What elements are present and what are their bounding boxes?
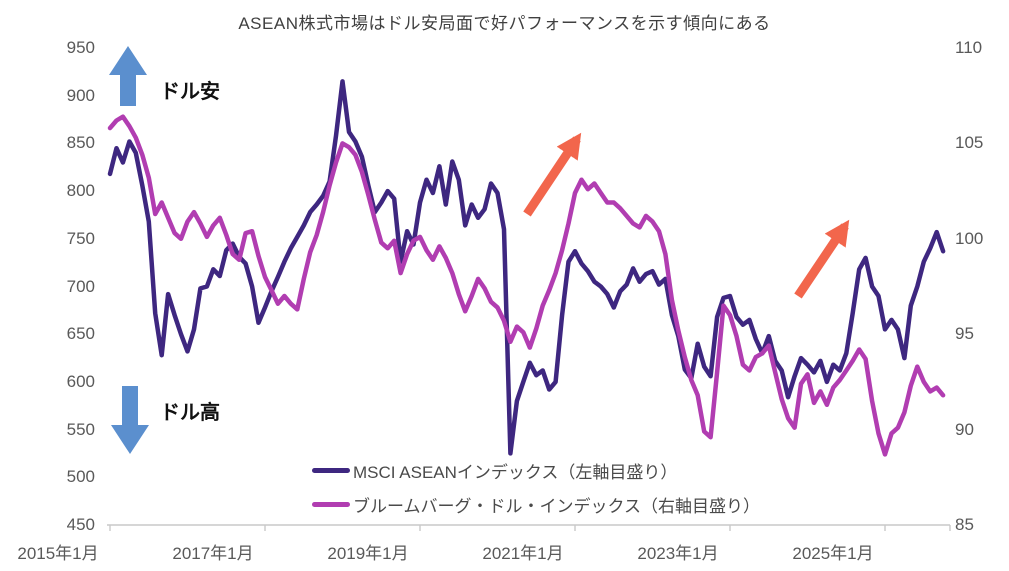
axis-tick-label: 2021年1月 — [482, 544, 564, 563]
line-series-group — [107, 79, 946, 457]
dollar-strong-label: ドル高 — [160, 402, 220, 424]
axis-tick-label: 500 — [66, 467, 95, 487]
axis-tick-label: 850 — [66, 133, 95, 153]
axis-tick-label: 100 — [955, 228, 984, 248]
series-line — [107, 79, 946, 456]
trend-arrow-2025-icon — [794, 219, 850, 299]
axis-tick-label: 2019年1月 — [327, 544, 409, 563]
axis-tick-label: 600 — [66, 371, 95, 391]
axis-tick-label: 900 — [66, 85, 95, 105]
axis-tick-label: 800 — [66, 181, 95, 201]
axis-tick-label: 550 — [66, 419, 95, 439]
dollar-weak-label: ドル安 — [160, 81, 220, 103]
dollar-weak-up-arrow-icon — [109, 46, 147, 106]
axis-tick-label: 2015年1月 — [17, 544, 99, 563]
legend-label-msci: MSCI ASEANインデックス（左軸目盛り） — [353, 462, 678, 482]
series-line — [107, 114, 946, 457]
axis-tick-label: 110 — [955, 38, 983, 57]
axis-tick-label: 450 — [66, 515, 95, 534]
axis-tick-label: 650 — [66, 324, 95, 344]
axis-tick-label: 2025年1月 — [792, 544, 874, 563]
axis-tick-label: 85 — [955, 515, 974, 534]
axis-tick-label: 2017年1月 — [172, 544, 254, 563]
legend-item-msci: MSCI ASEANインデックス（左軸目盛り） — [312, 458, 760, 482]
axis-tick-label: 95 — [955, 324, 974, 344]
axis-tick-label: 700 — [66, 276, 95, 296]
trend-arrow-2021-icon — [523, 132, 582, 217]
chart-title: ASEAN株式市場はドル安局面で好パフォーマンスを示す傾向にある — [238, 14, 771, 33]
legend-item-dollar: ブルームバーグ・ドル・インデックス（右軸目盛り） — [312, 492, 760, 516]
legend: MSCI ASEANインデックス（左軸目盛り） ブルームバーグ・ドル・インデック… — [312, 458, 760, 526]
msci-line-swatch — [312, 467, 350, 473]
axis-tick-label: 105 — [955, 133, 984, 153]
dollar-strong-down-arrow-icon — [111, 386, 149, 454]
x-axis — [107, 524, 951, 531]
axis-tick-label: 2023年1月 — [637, 544, 719, 563]
axis-tick-label: 950 — [66, 38, 95, 57]
axis-tick-label: 750 — [66, 228, 95, 248]
dollar-line-swatch — [312, 501, 350, 507]
legend-label-dollar: ブルームバーグ・ドル・インデックス（右軸目盛り） — [353, 496, 760, 516]
axis-tick-label: 90 — [955, 419, 974, 439]
